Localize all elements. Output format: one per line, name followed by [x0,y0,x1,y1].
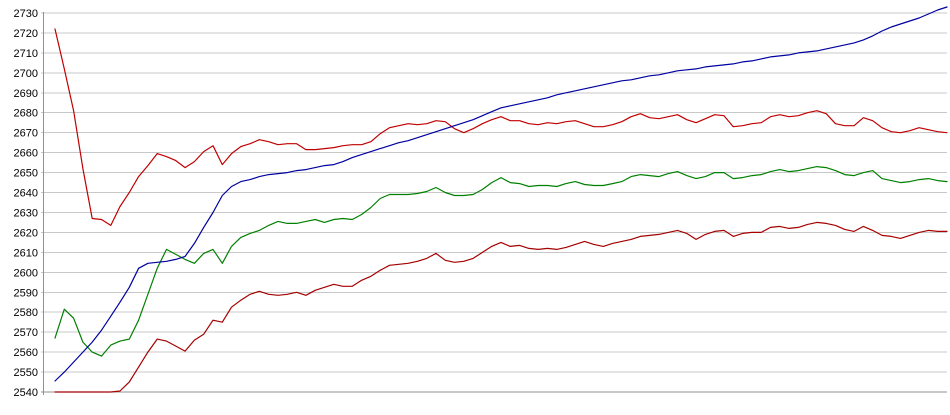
y-tick-label: 2660 [14,148,38,160]
y-tick-label: 2630 [14,207,38,219]
y-tick-label: 2690 [14,88,38,100]
y-tick-label: 2720 [14,28,38,40]
y-tick-label: 2540 [14,387,38,399]
y-axis-labels-group: 2540 2550 2560 2570 2580 2590 2600 2610 2620 2630… [14,8,38,399]
y-tick-label: 2610 [14,247,38,259]
y-tick-label: 2560 [14,347,38,359]
gridlines-group [41,12,947,393]
blue-line [54,6,948,382]
series-group [54,6,948,393]
green-line [54,166,948,357]
y-tick-label: 2600 [14,267,38,279]
y-tick-label: 2550 [14,367,38,379]
y-tick-label: 2570 [14,327,38,339]
y-tick-label: 2640 [14,188,38,200]
y-tick-label: 2730 [14,8,38,20]
y-tick-label: 2590 [14,287,38,299]
y-tick-label: 2700 [14,68,38,80]
red-line-upper [54,28,948,226]
y-tick-label: 2620 [14,227,38,239]
y-tick-label: 2650 [14,168,38,180]
y-tick-label: 2670 [14,128,38,140]
y-tick-label: 2580 [14,307,38,319]
y-tick-label: 2710 [14,48,38,60]
y-tick-label: 2680 [14,108,38,120]
red-line-lower [54,221,948,393]
